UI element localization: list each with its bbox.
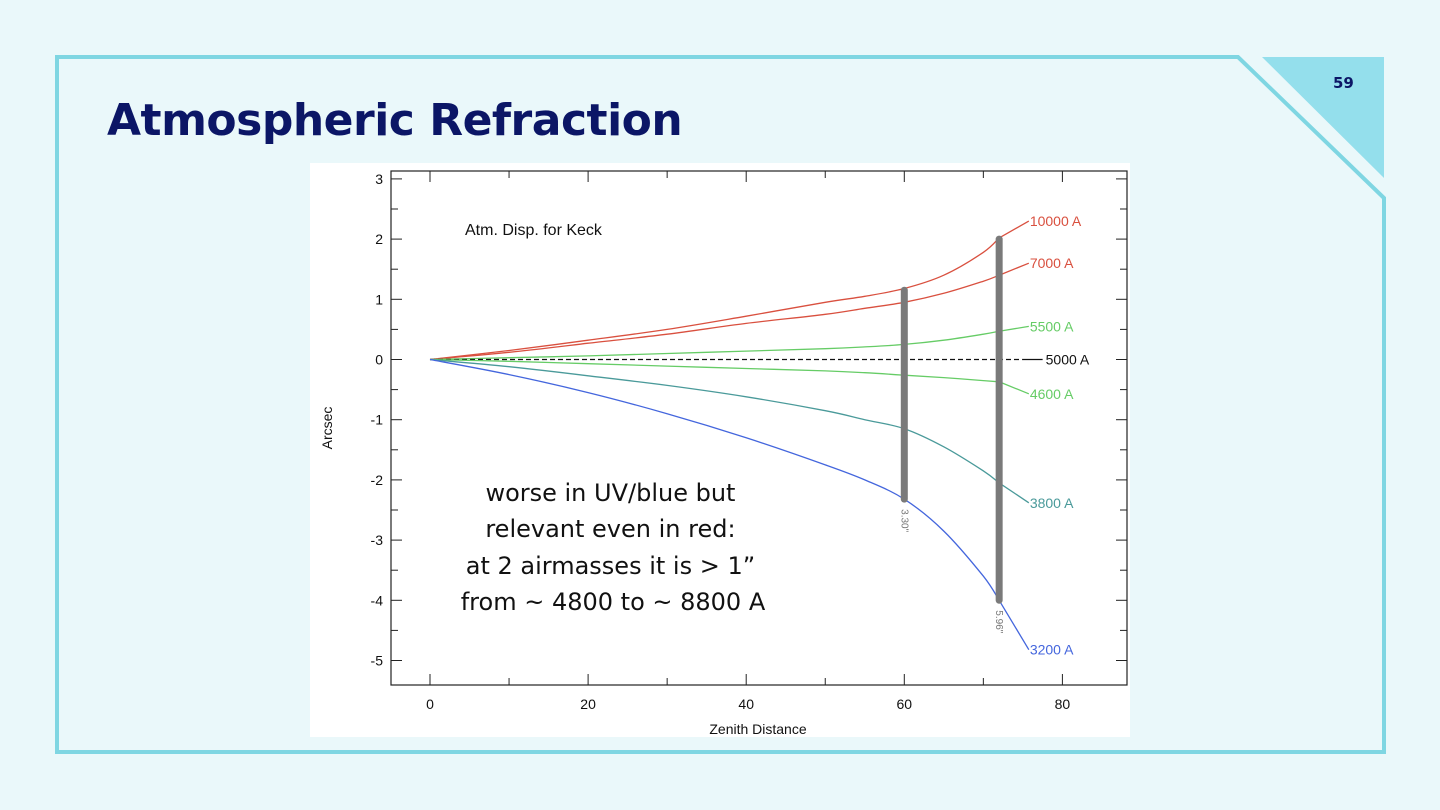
chart-annotation: worse in UV/blue but relevant even in re… [461,479,766,616]
y-tick-label: -5 [371,653,384,669]
series-label-5000-a: 5000 A [1046,352,1090,368]
plot-frame [390,170,1128,686]
series-label-10000-a: 10000 A [1030,213,1082,229]
series-leader-3200-a [998,599,1030,650]
chart-series: 10000 A 7000 A 5500 A 5000 A 4600 A 3800 A 320… [429,213,1090,658]
series-line-7000-a [429,274,1000,361]
dispersion-bar-label-2: 5.96" [993,610,1004,633]
dispersion-chart: 0 20 40 60 80 3 2 1 0 -1 -2 -3 -4 -5 10000 A 7000 A 550… [319,170,1128,737]
x-tick-label: 80 [1055,696,1071,712]
page-number: 59 [1333,74,1354,92]
x-tick-label: 40 [738,696,754,712]
dispersion-bar-label-1: 3.30" [898,509,909,532]
series-leader-4600-a [998,381,1030,395]
series-leader-10000-a [998,220,1030,239]
chart-axes: 0 20 40 60 80 3 2 1 0 -1 -2 -3 -4 -5 [371,170,1128,712]
series-label-3200-a: 3200 A [1030,642,1074,658]
chart-panel: 0 20 40 60 80 3 2 1 0 -1 -2 -3 -4 -5 10000 A 7000 A 550… [310,163,1130,737]
series-line-3200-a [429,358,1000,601]
x-tick-label: 20 [580,696,596,712]
x-tick-label: 0 [426,696,434,712]
series-label-7000-a: 7000 A [1030,255,1074,271]
annotation-line-2: relevant even in red: [485,515,735,543]
corner-flap [1262,57,1384,178]
series-label-4600-a: 4600 A [1030,386,1074,402]
y-tick-label: -4 [371,592,384,608]
series-label-5500-a: 5500 A [1030,318,1074,334]
annotation-line-4: from ~ 4800 to ~ 8800 A [461,588,766,616]
annotation-line-3: at 2 airmasses it is > 1” [466,552,755,580]
y-tick-label: -3 [371,532,384,548]
series-leader-5500-a [999,325,1029,332]
y-tick-label: 3 [375,171,383,187]
y-tick-label: 0 [375,352,383,368]
chart-title: Atm. Disp. for Keck [465,222,603,239]
y-tick-label: -2 [371,472,384,488]
series-line-10000-a [429,237,1000,361]
y-tick-label: 1 [375,291,383,307]
slide-title: Atmospheric Refraction [107,95,683,146]
series-line-5500-a [429,330,1000,361]
series-line-4600-a [429,358,1000,383]
y-tick-label: 2 [375,231,383,247]
annotation-line-1: worse in UV/blue but [485,479,735,507]
series-leader-3800-a [998,482,1030,504]
chart-dispersion-bars: 3.30" 5.96" [898,235,1004,634]
series-leader-7000-a [998,262,1030,276]
y-tick-label: -1 [371,412,384,428]
series-line-3800-a [429,358,1000,484]
x-tick-label: 60 [897,696,913,712]
y-axis-label: Arcsec [319,407,335,450]
x-axis-label: Zenith Distance [709,721,806,737]
series-label-3800-a: 3800 A [1030,495,1074,511]
